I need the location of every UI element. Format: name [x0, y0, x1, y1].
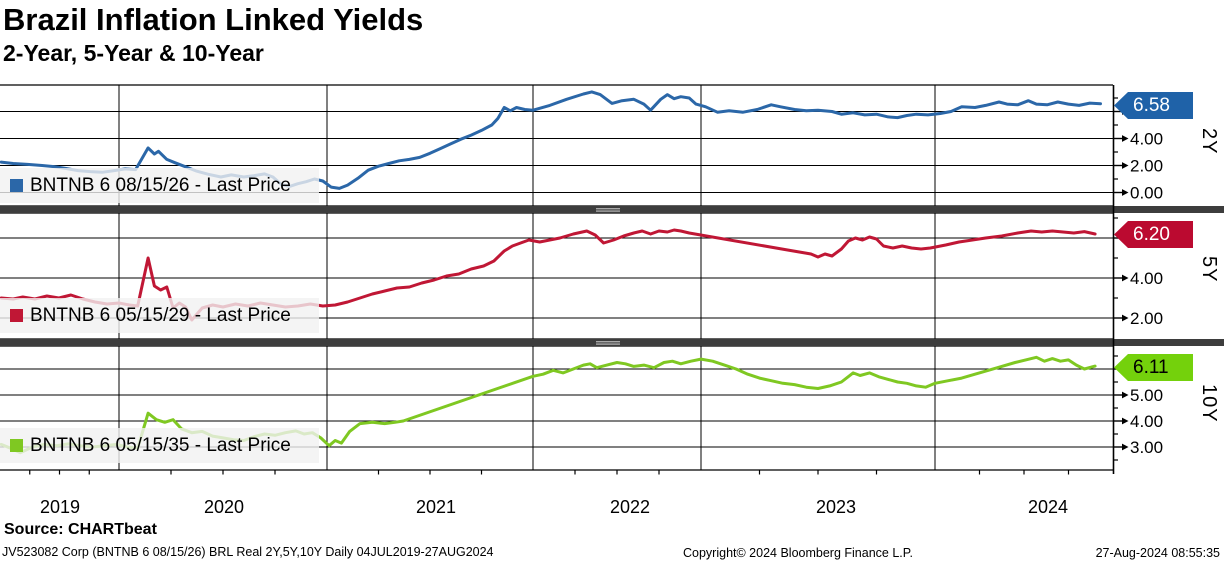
copyright-label: Copyright© 2024 Bloomberg Finance L.P. [683, 546, 913, 560]
legend-label-5y: BNTNB 6 05/15/29 - Last Price [30, 304, 291, 326]
y-tick-label: 4.00 [1130, 412, 1163, 431]
10y-series-line [0, 355, 1097, 455]
y-tick-label: 3.00 [1130, 438, 1163, 457]
axis-title-10y: 10Y [1198, 384, 1220, 423]
security-meta-label: JV523082 Corp (BNTNB 6 08/15/26) BRL Rea… [2, 545, 494, 559]
tick-arrow-icon [1122, 391, 1129, 399]
panel-resize-handle-icon[interactable] [596, 343, 620, 345]
y-tick-label: 2.00 [1130, 309, 1163, 328]
panel-resize-handle-icon[interactable] [596, 341, 620, 343]
x-tick-label: 2021 [416, 497, 456, 517]
chart-title: Brazil Inflation Linked Yields [3, 2, 424, 37]
x-tick-label: 2024 [1028, 497, 1068, 517]
axis-title-5y: 5Y [1198, 256, 1220, 283]
y-tick-label: 4.00 [1130, 130, 1163, 149]
tick-arrow-icon [1122, 417, 1129, 425]
panel-separator [0, 339, 1224, 346]
last-price-badge-2y: 6.58 [1114, 92, 1193, 119]
legend-item-5y[interactable]: BNTNB 6 05/15/29 - Last Price [0, 298, 319, 333]
x-tick-label: 2023 [816, 497, 856, 517]
x-tick-label: 2019 [40, 497, 80, 517]
source-label: Source: CHARTbeat [4, 521, 157, 538]
legend-swatch-2y-icon [10, 179, 23, 192]
panel-resize-handle-icon[interactable] [596, 208, 620, 210]
x-tick-label: 2020 [204, 497, 244, 517]
tick-arrow-icon [1122, 443, 1129, 451]
x-tick-label: 2022 [610, 497, 650, 517]
legend-item-10y[interactable]: BNTNB 6 05/15/35 - Last Price [0, 428, 319, 463]
last-price-badge-5y: 6.20 [1114, 221, 1193, 248]
y-tick-label: 0.00 [1130, 184, 1163, 203]
y-tick-label: 2.00 [1130, 157, 1163, 176]
5y-series-line [0, 228, 1097, 322]
panel-resize-handle-icon[interactable] [596, 210, 620, 212]
legend-swatch-10y-icon [10, 439, 23, 452]
legend-label-2y: BNTNB 6 08/15/26 - Last Price [30, 174, 291, 196]
tick-arrow-icon [1122, 162, 1129, 169]
legend-item-2y[interactable]: BNTNB 6 08/15/26 - Last Price [0, 168, 319, 203]
y-tick-label: 5.00 [1130, 386, 1163, 405]
last-price-badge-10y: 6.11 [1114, 354, 1193, 381]
chart-subtitle: 2-Year, 5-Year & 10-Year [3, 40, 264, 66]
y-tick-label: 4.00 [1130, 269, 1163, 288]
panel-separator [0, 206, 1224, 213]
tick-arrow-icon [1122, 189, 1129, 196]
axis-title-2y: 2Y [1198, 128, 1220, 155]
legend-label-10y: BNTNB 6 05/15/35 - Last Price [30, 434, 291, 456]
timestamp-label: 27-Aug-2024 08:55:35 [1095, 546, 1220, 560]
legend-swatch-5y-icon [10, 309, 23, 322]
tick-arrow-icon [1122, 135, 1129, 142]
tick-arrow-icon [1122, 274, 1129, 282]
tick-arrow-icon [1122, 314, 1129, 322]
chart-header: Brazil Inflation Linked Yields 2-Year, 5… [3, 2, 423, 66]
